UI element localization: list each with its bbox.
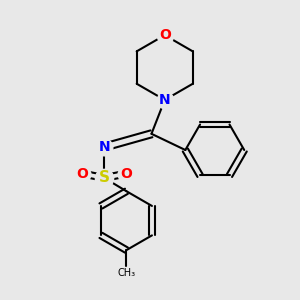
Text: S: S bbox=[99, 170, 110, 185]
Text: N: N bbox=[98, 140, 110, 154]
Text: O: O bbox=[121, 167, 132, 181]
Text: CH₃: CH₃ bbox=[117, 268, 136, 278]
Text: O: O bbox=[159, 28, 171, 42]
Text: O: O bbox=[76, 167, 88, 181]
Text: N: N bbox=[159, 93, 170, 107]
